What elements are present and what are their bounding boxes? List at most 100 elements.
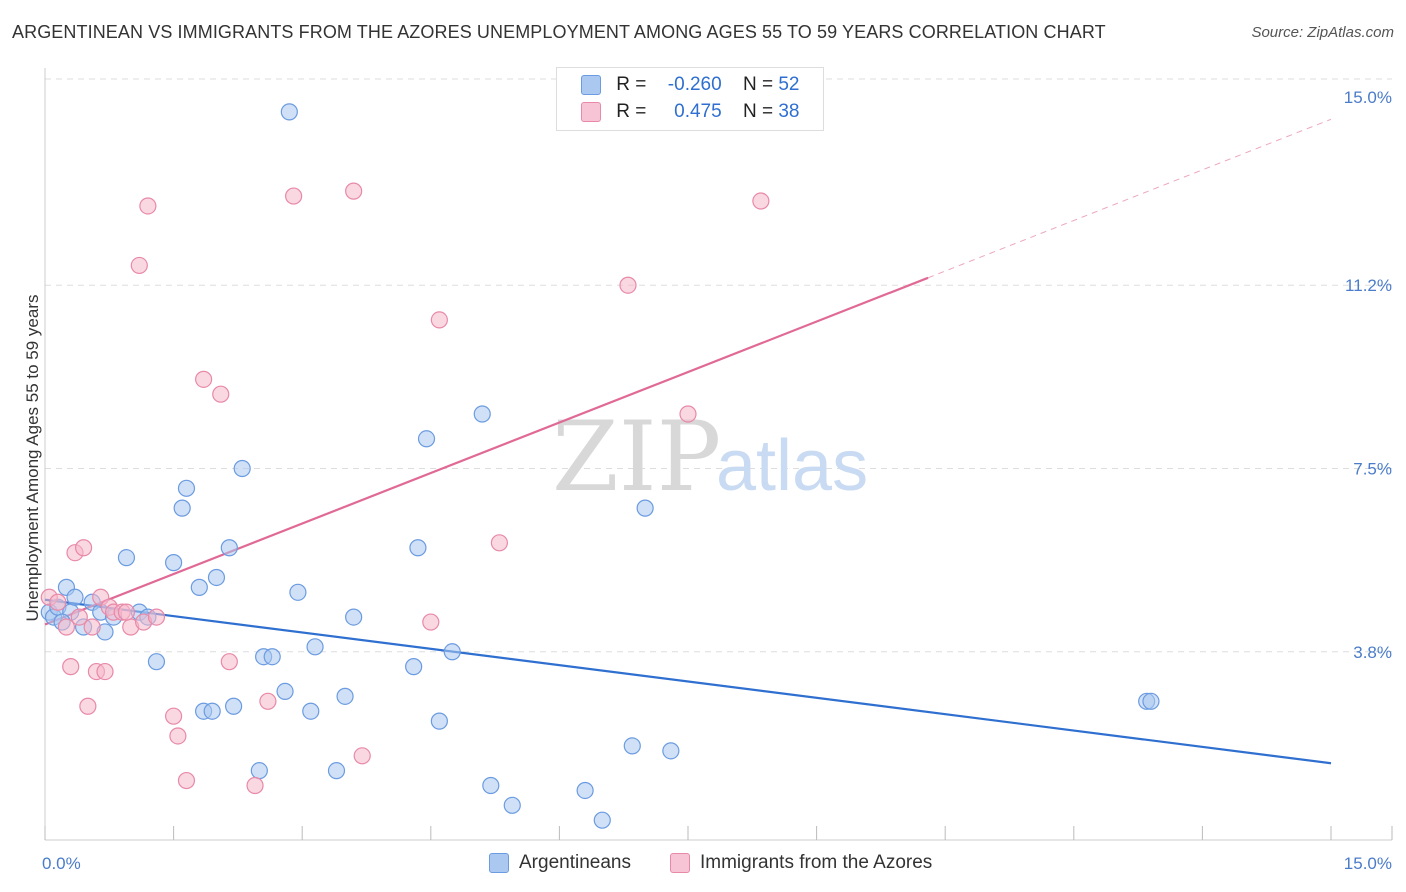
point-argentineans (263, 648, 281, 666)
watermark: ZIP atlas (552, 401, 868, 513)
point-argentineans (66, 588, 84, 606)
point-azores (96, 662, 114, 681)
point-argentineans (306, 638, 324, 656)
chart-source: Source: ZipAtlas.com (1251, 24, 1394, 41)
point-argentineans (173, 499, 191, 517)
point-argentineans (576, 781, 594, 800)
legend-swatch-pink (581, 101, 601, 122)
point-argentineans (289, 583, 307, 601)
trend-line-argentineans (44, 598, 1332, 765)
point-argentineans (302, 702, 320, 720)
point-argentineans (417, 430, 436, 448)
watermark-zip: ZIP (552, 401, 721, 513)
point-azores (165, 707, 183, 725)
legend-swatch-pink (670, 852, 690, 873)
point-azores (212, 385, 230, 403)
point-argentineans (280, 103, 298, 121)
point-azores (117, 603, 136, 621)
point-argentineans (430, 712, 448, 730)
point-azores (422, 613, 440, 631)
chart-title: ARGENTINEAN VS IMMIGRANTS FROM THE AZORE… (12, 22, 1106, 42)
trend-lines (44, 118, 1332, 765)
data-points (40, 103, 1160, 829)
y-axis-label: Unemployment Among Ages 55 to 59 years (23, 295, 42, 622)
point-argentineans (409, 539, 427, 557)
trend-line-azores (927, 118, 1332, 279)
point-azores (139, 197, 157, 215)
point-argentineans (443, 643, 461, 661)
legend-n-label: N = (742, 101, 774, 122)
point-azores (70, 608, 88, 626)
point-azores (62, 658, 80, 676)
x-tick-label: 15.0% (1344, 854, 1392, 873)
legend-row-argentineans: R = -0.260 N = 52 (581, 74, 799, 100)
point-azores (49, 593, 67, 611)
point-argentineans (345, 608, 363, 626)
y-tick-label: 7.5% (1353, 460, 1392, 479)
point-azores (752, 192, 770, 210)
point-argentineans (220, 539, 238, 557)
point-azores (285, 187, 303, 205)
point-azores (147, 608, 166, 626)
point-argentineans (276, 682, 294, 701)
legend-n-label: N = (742, 74, 774, 95)
point-azores (195, 370, 213, 388)
legend-r-label: R = (616, 74, 647, 95)
point-azores (79, 697, 97, 715)
point-argentineans (662, 742, 680, 760)
point-argentineans (203, 702, 221, 720)
y-tick-label: 3.8% (1353, 643, 1392, 662)
legend-n-value: 38 (778, 101, 800, 122)
legend-label-azores: Immigrants from the Azores (700, 852, 933, 873)
point-argentineans (225, 697, 243, 715)
legend-item-argentineans: Argentineans (489, 852, 631, 874)
legend-r-value: -0.260 (667, 74, 722, 95)
point-azores (130, 256, 148, 275)
tick-labels: 3.8% 7.5% 11.2% 15.0% 0.0% 15.0% (42, 88, 1392, 873)
legend-swatch-blue (581, 74, 601, 95)
point-argentineans (636, 499, 654, 517)
point-argentineans (207, 568, 226, 587)
trend-line-azores (44, 276, 929, 626)
point-azores (177, 771, 196, 790)
legend-swatch-blue (489, 852, 509, 873)
legend-label-argentineans: Argentineans (519, 852, 631, 873)
point-azores (619, 276, 637, 294)
correlation-legend: R = -0.260 N = 52 R = 0.475 N = 38 (556, 67, 824, 131)
point-argentineans (327, 762, 346, 780)
point-argentineans (1142, 692, 1160, 710)
series-legend: Argentineans Immigrants from the Azores (0, 852, 1406, 876)
legend-n-value: 52 (778, 74, 800, 95)
point-argentineans (593, 811, 611, 829)
point-argentineans (190, 578, 208, 596)
legend-item-azores: Immigrants from the Azores (670, 852, 932, 874)
point-argentineans (336, 687, 354, 705)
point-azores (246, 776, 264, 795)
watermark-atlas: atlas (716, 426, 868, 506)
point-azores (353, 747, 371, 765)
point-azores (490, 534, 508, 552)
point-argentineans (250, 762, 268, 780)
legend-r-value: 0.475 (674, 101, 722, 122)
point-argentineans (482, 776, 500, 795)
axes (44, 68, 1393, 841)
point-argentineans (165, 554, 183, 572)
legend-row-azores: R = 0.475 N = 38 (581, 101, 799, 127)
point-argentineans (623, 737, 641, 755)
point-azores (220, 653, 238, 671)
point-azores (259, 692, 277, 710)
point-argentineans (405, 658, 423, 676)
y-tick-label: 11.2% (1345, 276, 1392, 295)
point-azores (83, 618, 101, 636)
point-azores (169, 727, 187, 745)
x-tick-label: 0.0% (42, 854, 81, 873)
point-azores (345, 182, 363, 200)
point-azores (57, 618, 76, 636)
point-argentineans (233, 459, 251, 478)
legend-r-label: R = (616, 101, 647, 122)
point-argentineans (177, 479, 196, 497)
point-azores (430, 311, 448, 329)
point-argentineans (473, 405, 491, 423)
point-azores (74, 539, 93, 557)
